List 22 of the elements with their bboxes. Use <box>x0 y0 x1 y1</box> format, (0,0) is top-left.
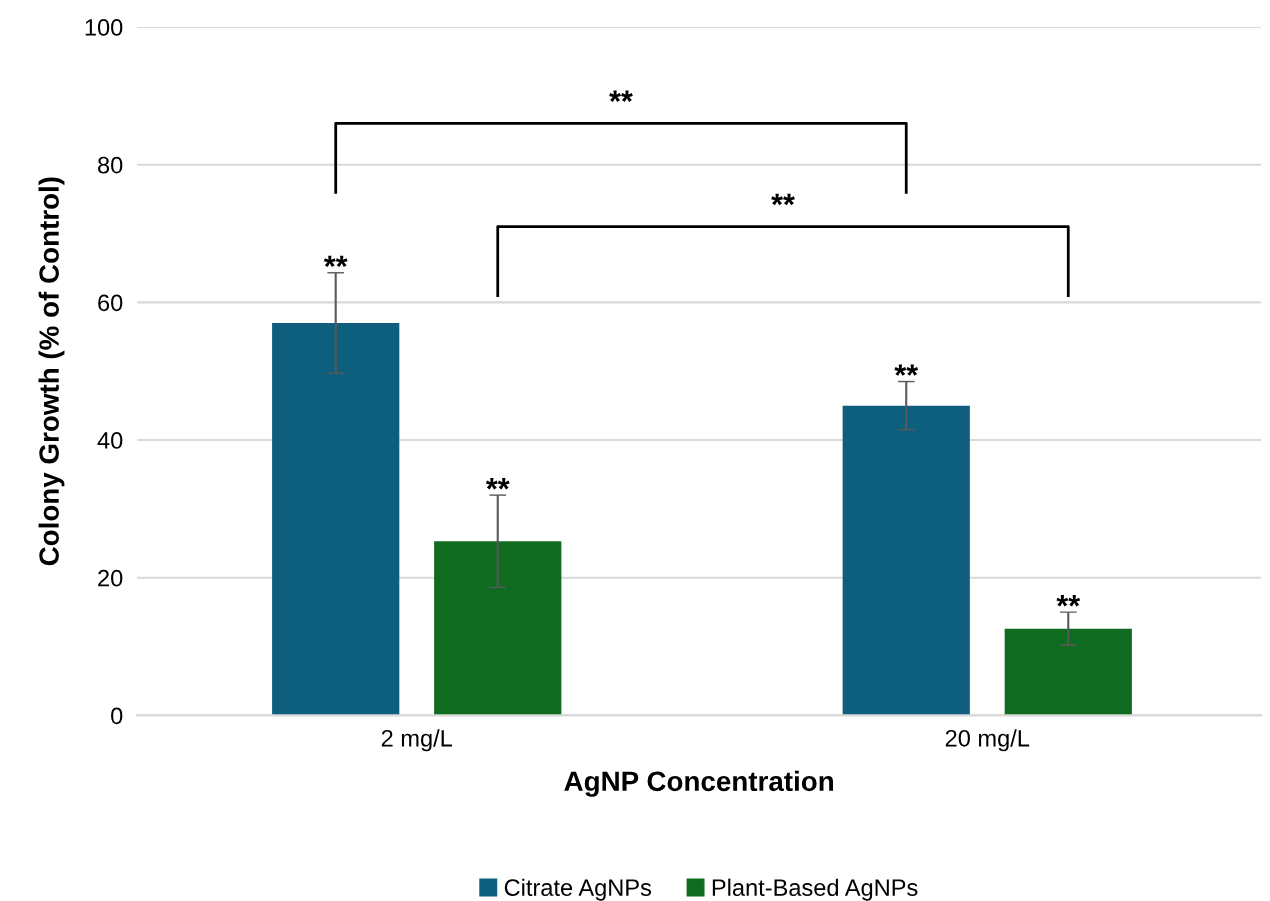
bar <box>272 323 400 716</box>
annotation: ** <box>1056 595 1081 607</box>
y-tick-label: 100 <box>85 19 123 36</box>
y-axis-title: Colony Growth (% of Control) <box>38 177 65 566</box>
x-axis-title: AgNP Concentration <box>564 770 833 797</box>
bar <box>434 541 562 716</box>
annotation: ** <box>771 193 795 206</box>
y-tick-label: 0 <box>111 707 123 725</box>
y-tick-label: 60 <box>98 294 123 312</box>
x-tick-label: 20 mg/L <box>945 729 1030 752</box>
y-tick-label: 20 <box>98 569 123 587</box>
annotation: ** <box>609 90 633 102</box>
legend-label: Citrate AgNPs <box>504 878 652 901</box>
bar <box>842 405 970 716</box>
y-tick-label: 40 <box>97 432 123 449</box>
annotation: ** <box>485 478 510 490</box>
x-tick-label: 2 mg/L <box>381 729 453 752</box>
annotation: ** <box>323 255 348 268</box>
legend-label: Plant-Based AgNPs <box>712 878 918 901</box>
bar <box>1004 628 1132 716</box>
y-tick-label: 80 <box>98 156 123 174</box>
annotation: ** <box>894 364 919 376</box>
